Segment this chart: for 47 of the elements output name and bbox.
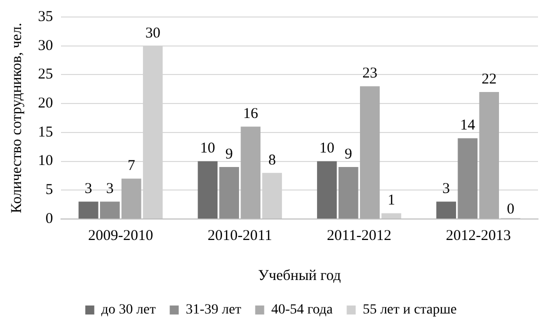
- bar: [317, 161, 337, 218]
- data-label: 23: [362, 66, 378, 82]
- data-label: 1: [388, 192, 396, 209]
- data-label: 9: [225, 146, 233, 162]
- data-label: 16: [243, 106, 259, 122]
- data-label: 7: [128, 158, 136, 174]
- x-tick-label: 2011-2012: [326, 228, 392, 244]
- legend-label: 40-54 года: [271, 302, 334, 318]
- y-axis-title: Количество сотрудников, чел.: [8, 22, 25, 214]
- data-label: 3: [106, 181, 114, 198]
- legend-label: 31-39 лет: [186, 302, 242, 318]
- data-label: 14: [460, 118, 476, 134]
- bar: [381, 213, 402, 218]
- bar: [78, 202, 98, 218]
- y-tick-label: 0: [46, 210, 53, 227]
- y-tick-label: 30: [38, 38, 53, 54]
- data-label: 30: [145, 25, 160, 42]
- data-label: 22: [482, 71, 497, 88]
- y-tick-label: 10: [38, 153, 53, 170]
- data-label: 10: [319, 140, 334, 157]
- y-tick-label: 35: [38, 8, 53, 25]
- data-label: 3: [84, 181, 92, 198]
- bar: [360, 86, 380, 218]
- y-tick-label: 5: [46, 182, 53, 198]
- data-label: 3: [442, 181, 450, 198]
- x-tick-label: 2010-2011: [208, 228, 272, 244]
- y-tick-label: 15: [38, 124, 53, 140]
- data-label: 0: [506, 201, 514, 218]
- data-label: 10: [200, 140, 216, 157]
- legend-label: до 30 лет: [101, 302, 156, 318]
- x-tick-label: 2009-2010: [88, 228, 154, 244]
- data-label: 8: [268, 152, 276, 168]
- y-tick-label: 20: [38, 96, 53, 112]
- bar: [198, 161, 218, 218]
- legend-label: 55 лет и старше: [362, 302, 457, 318]
- bar: [458, 138, 478, 218]
- bar: [436, 202, 456, 218]
- bar: [121, 178, 142, 218]
- x-axis-title: Учебный год: [258, 268, 342, 284]
- data-label: 9: [344, 146, 352, 162]
- bar: [240, 126, 260, 218]
- bar: [479, 92, 499, 218]
- bar: [338, 167, 358, 218]
- x-tick-label: 2012-2013: [446, 228, 511, 244]
- bar: [100, 202, 120, 218]
- y-tick-label: 25: [38, 66, 53, 83]
- bar: [219, 167, 240, 218]
